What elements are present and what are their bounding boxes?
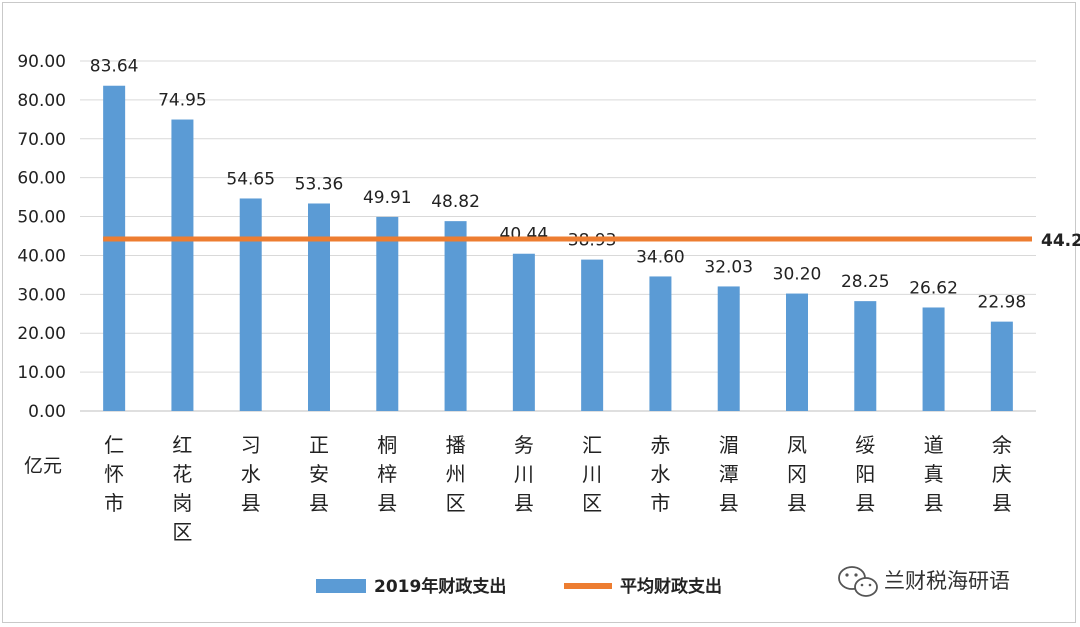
bar [512,253,535,411]
y-tick-label: 70.00 [17,130,66,150]
y-tick-label: 10.00 [17,363,66,383]
bar [308,203,330,411]
y-tick-label: 80.00 [17,91,66,111]
bar [103,85,126,411]
category-label: 习水县 [241,433,261,515]
data-labels: 83.6474.9554.6553.3649.9148.8240.4438.93… [90,57,1026,313]
bar [444,221,467,411]
data-label: 34.60 [636,247,685,267]
data-label: 49.91 [363,188,412,208]
category-label: 正安县 [309,433,329,515]
bar [649,276,672,411]
y-tick-label: 20.00 [17,324,66,344]
category-label: 务川县 [514,433,534,515]
category-label: 红花岗区 [172,433,192,544]
unit-label: 亿元 [24,455,62,477]
legend-label-bars: 2019年财政支出 [374,576,506,597]
y-tick-label: 40.00 [17,246,66,266]
data-label: 22.98 [978,293,1027,313]
data-label: 40.44 [500,225,549,245]
wechat-icon [838,566,878,597]
data-label: 83.64 [90,57,139,77]
bar [922,307,945,411]
y-tick-label: 90.00 [17,52,66,72]
bars [103,85,1013,412]
data-label: 28.25 [841,272,890,292]
watermark: 兰财税海研语 [838,566,1010,597]
category-label: 汇川区 [582,433,602,515]
bar [376,216,399,411]
data-label: 74.95 [158,91,207,111]
data-label: 32.03 [704,257,753,277]
y-tick-label: 0.00 [28,402,66,422]
average-line-label: 44.24 [1041,231,1080,251]
data-label: 26.62 [909,278,958,298]
data-label: 30.20 [773,265,822,285]
category-label: 凤冈县 [787,433,807,515]
category-label: 桐梓县 [377,433,397,515]
category-label: 播州区 [446,433,466,515]
bar [717,286,740,411]
gridlines [80,60,1036,412]
legend: 2019年财政支出 平均财政支出 [316,576,722,597]
category-label: 赤水市 [650,433,670,515]
bar [854,301,877,411]
y-tick-label: 30.00 [17,285,66,305]
y-tick-label: 50.00 [17,208,66,228]
y-tick-label: 60.00 [17,169,66,189]
category-labels: 仁怀市 红花岗区 习水县 正安县 桐梓县 播州区 务川县 汇川区 赤水市 湄潭县 凤冈县 绥阳县 道真县… [104,433,1012,544]
watermark-text: 兰财税海研语 [884,569,1010,593]
legend-label-average: 平均财政支出 [620,576,722,597]
bar [581,259,604,411]
legend-swatch-bars [316,579,366,593]
data-label: 48.82 [431,192,480,212]
bar [786,293,808,411]
category-label: 余庆县 [992,433,1012,515]
data-label: 53.36 [295,174,344,194]
category-label: 仁怀市 [104,433,124,515]
data-label: 54.65 [226,169,275,189]
bar [990,321,1013,411]
bar [239,198,262,411]
average-line-group: 44.24 [103,231,1080,251]
bar [171,119,194,412]
y-axis-ticks: 0.00 10.00 20.00 30.00 40.00 50.00 60.00 70.00 8… [17,52,66,422]
category-label: 道真县 [924,433,944,515]
category-label: 湄潭县 [719,433,739,515]
category-label: 绥阳县 [855,433,875,515]
